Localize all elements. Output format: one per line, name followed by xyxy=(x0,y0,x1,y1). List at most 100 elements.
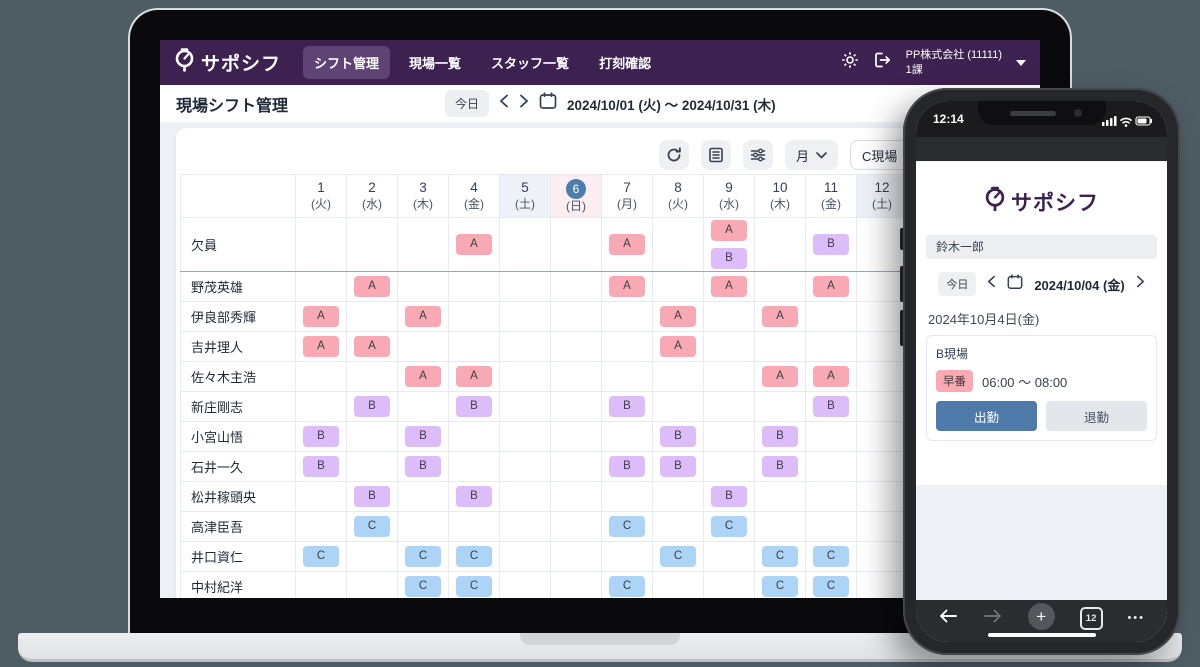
tab-switcher-button[interactable]: 12 xyxy=(1079,607,1103,630)
shift-badge[interactable]: A xyxy=(813,276,849,297)
calendar-icon[interactable] xyxy=(539,92,557,115)
shift-cell[interactable] xyxy=(805,331,857,362)
shift-cell[interactable] xyxy=(550,301,602,332)
clock-out-button[interactable]: 退勤 xyxy=(1046,401,1147,431)
shift-cell[interactable]: A xyxy=(652,331,704,362)
shift-badge[interactable]: B xyxy=(711,248,747,269)
shift-cell[interactable] xyxy=(499,511,551,542)
shift-badge[interactable]: A xyxy=(660,306,696,327)
prev-period-button[interactable] xyxy=(499,94,509,113)
shift-cell[interactable] xyxy=(856,451,908,482)
shift-cell[interactable] xyxy=(856,391,908,422)
browser-back-button[interactable] xyxy=(938,608,958,629)
new-tab-button[interactable]: + xyxy=(1027,603,1055,630)
shift-badge[interactable]: A xyxy=(405,306,441,327)
shift-cell[interactable] xyxy=(397,217,449,272)
shift-badge[interactable]: B xyxy=(609,456,645,477)
shift-cell[interactable] xyxy=(754,391,806,422)
shift-cell[interactable] xyxy=(499,271,551,302)
shift-cell[interactable] xyxy=(499,541,551,572)
shift-cell[interactable]: C xyxy=(601,571,653,598)
shift-badge[interactable]: C xyxy=(762,576,798,597)
shift-cell[interactable] xyxy=(295,571,347,598)
shift-cell[interactable]: B xyxy=(397,451,449,482)
shift-badge[interactable]: B xyxy=(303,426,339,447)
shift-cell[interactable] xyxy=(550,391,602,422)
shift-cell[interactable]: C xyxy=(703,511,755,542)
shift-cell[interactable] xyxy=(601,361,653,392)
shift-cell[interactable] xyxy=(397,481,449,512)
shift-cell[interactable]: B xyxy=(601,391,653,422)
shift-cell[interactable] xyxy=(499,331,551,362)
shift-cell[interactable]: A xyxy=(397,301,449,332)
clock-in-button[interactable]: 出勤 xyxy=(936,401,1037,431)
shift-cell[interactable] xyxy=(550,511,602,542)
shift-cell[interactable]: B xyxy=(448,391,500,422)
shift-cell[interactable] xyxy=(346,361,398,392)
shift-cell[interactable] xyxy=(856,361,908,392)
shift-cell[interactable]: A xyxy=(805,271,857,302)
shift-cell[interactable] xyxy=(346,571,398,598)
shift-cell[interactable] xyxy=(499,361,551,392)
shift-cell[interactable] xyxy=(754,331,806,362)
shift-badge[interactable]: A xyxy=(456,366,492,387)
shift-cell[interactable] xyxy=(295,217,347,272)
shift-cell[interactable] xyxy=(601,481,653,512)
shift-badge[interactable]: C xyxy=(762,546,798,567)
staff-name-select[interactable]: 鈴木一郎 xyxy=(926,235,1157,259)
company-selector[interactable]: PP株式会社 (11111) 1課 xyxy=(906,48,1002,77)
shift-cell[interactable]: B xyxy=(805,217,857,272)
shift-cell[interactable] xyxy=(703,331,755,362)
nav-item[interactable]: シフト管理 xyxy=(303,46,391,79)
shift-cell[interactable]: B xyxy=(346,481,398,512)
shift-cell[interactable] xyxy=(448,271,500,302)
next-period-button[interactable] xyxy=(519,94,529,113)
shift-cell[interactable] xyxy=(550,361,602,392)
shift-badge[interactable]: B xyxy=(660,456,696,477)
shift-badge[interactable]: C xyxy=(609,576,645,597)
shift-cell[interactable]: A xyxy=(805,361,857,392)
shift-badge[interactable]: C xyxy=(711,516,747,537)
shift-cell[interactable]: C xyxy=(805,541,857,572)
shift-cell[interactable] xyxy=(499,421,551,452)
shift-cell[interactable]: A xyxy=(448,361,500,392)
shift-cell[interactable] xyxy=(397,331,449,362)
shift-cell[interactable] xyxy=(652,361,704,392)
shift-cell[interactable]: B xyxy=(754,421,806,452)
shift-badge[interactable]: A xyxy=(660,336,696,357)
shift-cell[interactable] xyxy=(754,481,806,512)
shift-cell[interactable] xyxy=(550,481,602,512)
shift-cell[interactable] xyxy=(856,571,908,598)
shift-cell[interactable]: A xyxy=(346,331,398,362)
today-button[interactable]: 今日 xyxy=(445,90,490,117)
prev-day-button[interactable] xyxy=(987,275,996,293)
shift-cell[interactable] xyxy=(754,217,806,272)
shift-cell[interactable]: A xyxy=(346,271,398,302)
shift-badge[interactable]: B xyxy=(813,396,849,417)
shift-badge[interactable]: A xyxy=(762,366,798,387)
shift-cell[interactable] xyxy=(550,451,602,482)
shift-cell[interactable] xyxy=(805,511,857,542)
shift-cell[interactable] xyxy=(397,271,449,302)
shift-badge[interactable]: B xyxy=(303,456,339,477)
shift-cell[interactable] xyxy=(499,301,551,332)
shift-cell[interactable] xyxy=(652,217,704,272)
shift-cell[interactable] xyxy=(856,421,908,452)
shift-cell[interactable] xyxy=(448,511,500,542)
shift-cell[interactable] xyxy=(856,217,908,272)
home-indicator[interactable] xyxy=(987,633,1096,637)
shift-cell[interactable] xyxy=(703,391,755,422)
shift-badge[interactable]: C xyxy=(813,546,849,567)
shift-cell[interactable]: C xyxy=(295,541,347,572)
shift-cell[interactable] xyxy=(805,421,857,452)
shift-cell[interactable] xyxy=(652,571,704,598)
shift-cell[interactable] xyxy=(295,511,347,542)
shift-cell[interactable] xyxy=(550,271,602,302)
shift-cell[interactable] xyxy=(856,481,908,512)
shift-cell[interactable] xyxy=(346,301,398,332)
logout-icon[interactable] xyxy=(873,51,892,74)
shift-cell[interactable]: A xyxy=(652,301,704,332)
shift-cell[interactable] xyxy=(856,541,908,572)
shift-cell[interactable]: B xyxy=(652,421,704,452)
shift-badge[interactable]: B xyxy=(762,426,798,447)
